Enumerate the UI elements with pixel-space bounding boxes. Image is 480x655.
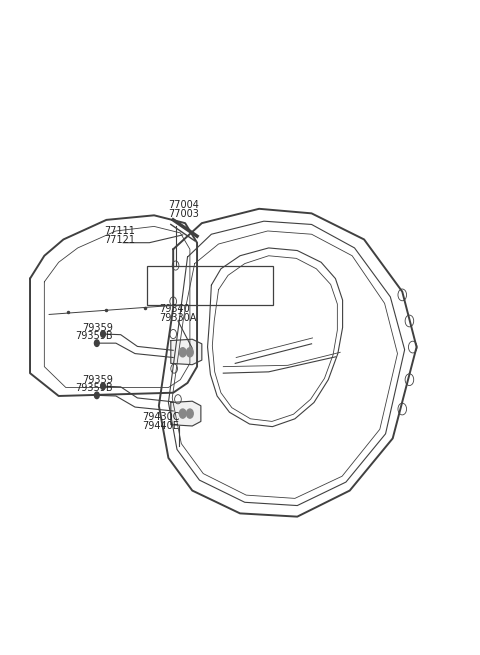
Bar — [147, 265, 274, 305]
Text: 79359: 79359 — [83, 323, 113, 333]
Circle shape — [180, 348, 186, 357]
Text: 79340: 79340 — [159, 305, 190, 314]
Text: 77003: 77003 — [168, 208, 199, 219]
Circle shape — [95, 392, 99, 399]
Circle shape — [101, 383, 106, 390]
Text: 79440E: 79440E — [142, 421, 179, 430]
Text: 79430C: 79430C — [142, 412, 180, 422]
Text: 77111: 77111 — [104, 226, 135, 236]
Circle shape — [180, 409, 186, 418]
Text: 79359: 79359 — [83, 375, 113, 385]
Text: 79359B: 79359B — [75, 383, 113, 394]
Text: 77121: 77121 — [104, 234, 135, 245]
Polygon shape — [171, 402, 201, 426]
Circle shape — [101, 331, 106, 337]
Text: 79330A: 79330A — [159, 313, 196, 323]
Polygon shape — [171, 339, 202, 365]
Text: 77004: 77004 — [168, 200, 199, 210]
Circle shape — [187, 409, 193, 418]
Circle shape — [95, 340, 99, 346]
Text: 79359B: 79359B — [75, 331, 113, 341]
Circle shape — [187, 348, 193, 357]
